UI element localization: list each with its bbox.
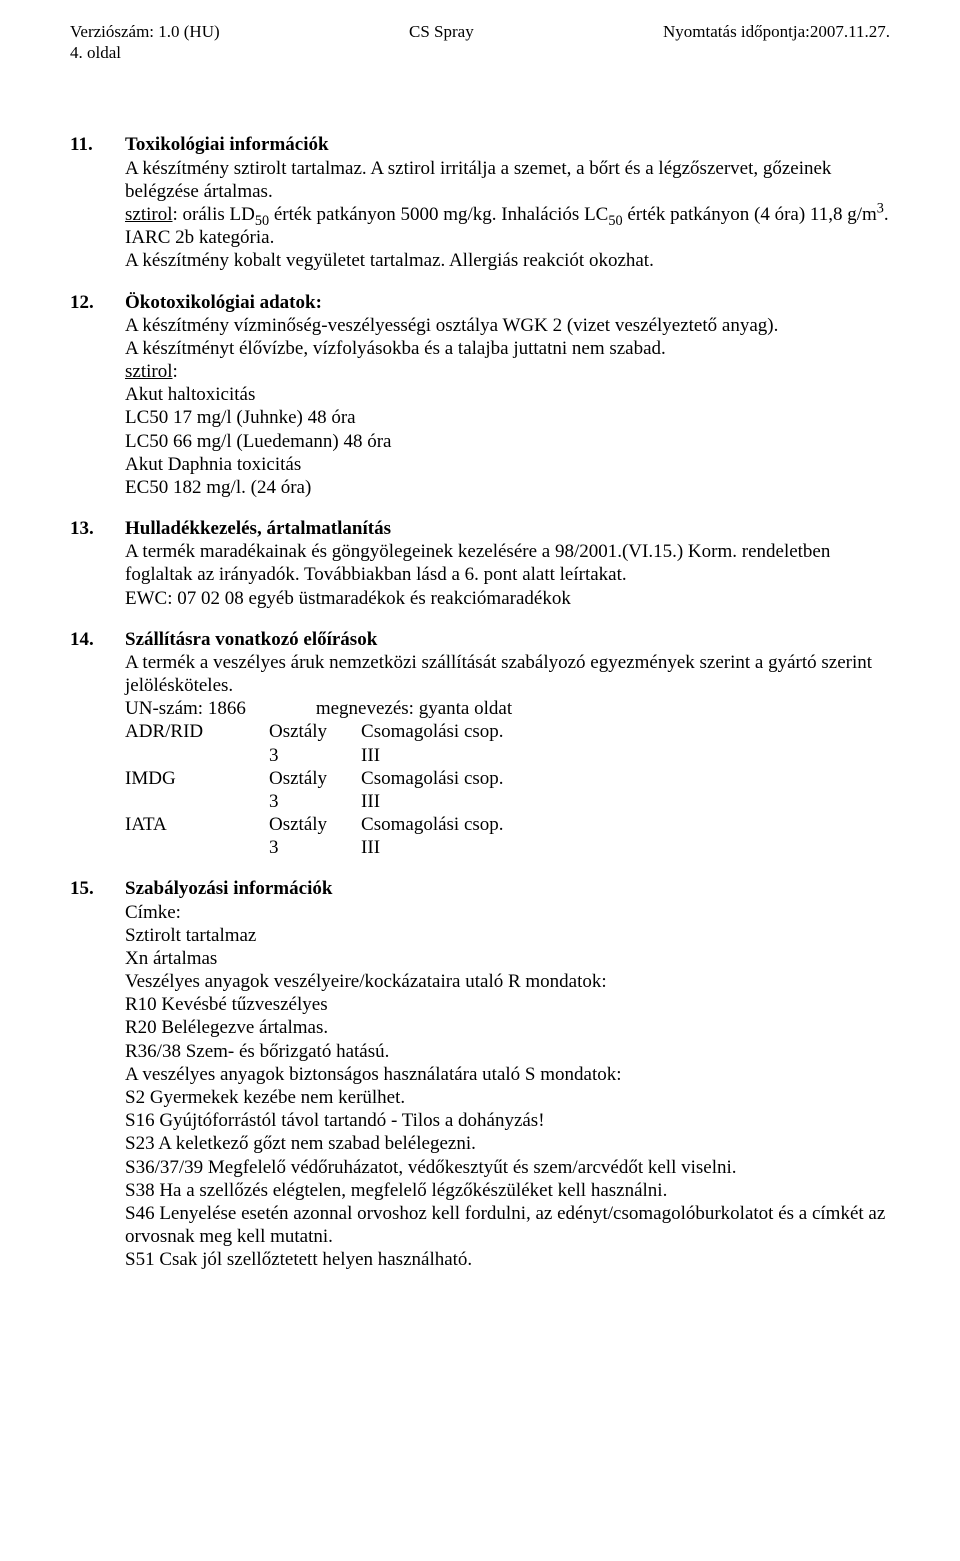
section-body: Toxikológiai információkA készítmény szt… [125,133,890,272]
body-line: A készítmény sztirolt tartalmaz. A sztir… [125,157,890,203]
body-line: LC50 17 mg/l (Juhnke) 48 óra [125,406,890,429]
body-line: Akut Daphnia toxicitás [125,453,890,476]
section: 13.Hulladékkezelés, ártalmatlanításA ter… [70,517,890,610]
section: 11.Toxikológiai információkA készítmény … [70,133,890,272]
body-line: S16 Gyújtóforrástól távol tartandó - Til… [125,1109,890,1132]
body-line: R36/38 Szem- és bőrizgató hatású. [125,1040,890,1063]
body-line: S51 Csak jól szellőztetett helyen haszná… [125,1248,890,1271]
body-line: Sztirolt tartalmaz [125,924,890,947]
transport-col-header: Osztály [269,720,361,743]
body-line: R20 Belélegezve ártalmas. [125,1016,890,1039]
sections-container: 11.Toxikológiai információkA készítmény … [70,133,890,1271]
header-sub: 4. oldal [70,43,890,64]
transport-blank [125,744,269,767]
transport-mode: ADR/RID [125,720,269,743]
body-line: sztirol: [125,360,890,383]
section-title: Hulladékkezelés, ártalmatlanítás [125,517,890,540]
transport-col-header: Osztály [269,767,361,790]
body-line: LC50 66 mg/l (Luedemann) 48 óra [125,430,890,453]
section-number: 15. [70,877,125,1271]
body-line: A termék a veszélyes áruk nemzetközi szá… [125,651,890,697]
section-number: 12. [70,291,125,500]
body-line: S23 A keletkező gőzt nem szabad belélege… [125,1132,890,1155]
header-center: CS Spray [409,22,474,43]
section-number: 13. [70,517,125,610]
header-left: Verziószám: 1.0 (HU) [70,22,220,43]
body-line: Akut haltoxicitás [125,383,890,406]
body-line: S2 Gyermekek kezébe nem kerülhet. [125,1086,890,1109]
transport-col-header: Osztály [269,813,361,836]
transport-blank [125,790,269,813]
section-body: Hulladékkezelés, ártalmatlanításA termék… [125,517,890,610]
transport-value: 3 [269,836,361,859]
transport-table: ADR/RIDOsztályCsomagolási csop. 3IIIIMDG… [125,720,538,859]
un-number: UN-szám: 1866 [125,697,316,720]
body-line: A készítmény vízminőség-veszélyességi os… [125,314,890,337]
page-header: Verziószám: 1.0 (HU) CS Spray Nyomtatás … [70,22,890,43]
body-line: Veszélyes anyagok veszélyeire/kockázatai… [125,970,890,993]
section-title: Szállításra vonatkozó előírások [125,628,890,651]
body-line: S36/37/39 Megfelelő védőruházatot, védők… [125,1156,890,1179]
un-line: UN-szám: 1866megnevezés: gyanta oldat [125,697,546,720]
body-line: S38 Ha a szellőzés elégtelen, megfelelő … [125,1179,890,1202]
body-line: A veszélyes anyagok biztonságos használa… [125,1063,890,1086]
transport-mode: IMDG [125,767,269,790]
transport-value: 3 [269,790,361,813]
body-line: EC50 182 mg/l. (24 óra) [125,476,890,499]
body-line: sztirol: orális LD50 érték patkányon 500… [125,203,890,249]
section-number: 14. [70,628,125,860]
body-line: Xn ártalmas [125,947,890,970]
body-line: A készítményt élővízbe, vízfolyásokba és… [125,337,890,360]
un-name: megnevezés: gyanta oldat [316,697,546,720]
transport-blank [125,836,269,859]
document-page: Verziószám: 1.0 (HU) CS Spray Nyomtatás … [0,0,960,1561]
section-title: Toxikológiai információk [125,133,890,156]
transport-mode: IATA [125,813,269,836]
transport-col-header: Csomagolási csop. [361,813,538,836]
section-title: Szabályozási információk [125,877,890,900]
transport-value: III [361,790,538,813]
section: 15.Szabályozási információkCímke:Sztirol… [70,877,890,1271]
section-body: Szállításra vonatkozó előírásokA termék … [125,628,890,860]
body-line: A termék maradékainak és göngyölegeinek … [125,540,890,586]
section-number: 11. [70,133,125,272]
body-line: Címke: [125,901,890,924]
transport-col-header: Csomagolási csop. [361,767,538,790]
header-right: Nyomtatás időpontja:2007.11.27. [663,22,890,43]
body-line: S46 Lenyelése esetén azonnal orvoshoz ke… [125,1202,890,1248]
transport-value: 3 [269,744,361,767]
section-title: Ökotoxikológiai adatok: [125,291,890,314]
section: 12.Ökotoxikológiai adatok:A készítmény v… [70,291,890,500]
body-line: R10 Kevésbé tűzveszélyes [125,993,890,1016]
transport-value: III [361,836,538,859]
section-body: Ökotoxikológiai adatok:A készítmény vízm… [125,291,890,500]
section-body: Szabályozási információkCímke:Sztirolt t… [125,877,890,1271]
transport-value: III [361,744,538,767]
body-line: A készítmény kobalt vegyületet tartalmaz… [125,249,890,272]
transport-col-header: Csomagolási csop. [361,720,538,743]
body-line: EWC: 07 02 08 egyéb üstmaradékok és reak… [125,587,890,610]
section: 14.Szállításra vonatkozó előírásokA term… [70,628,890,860]
